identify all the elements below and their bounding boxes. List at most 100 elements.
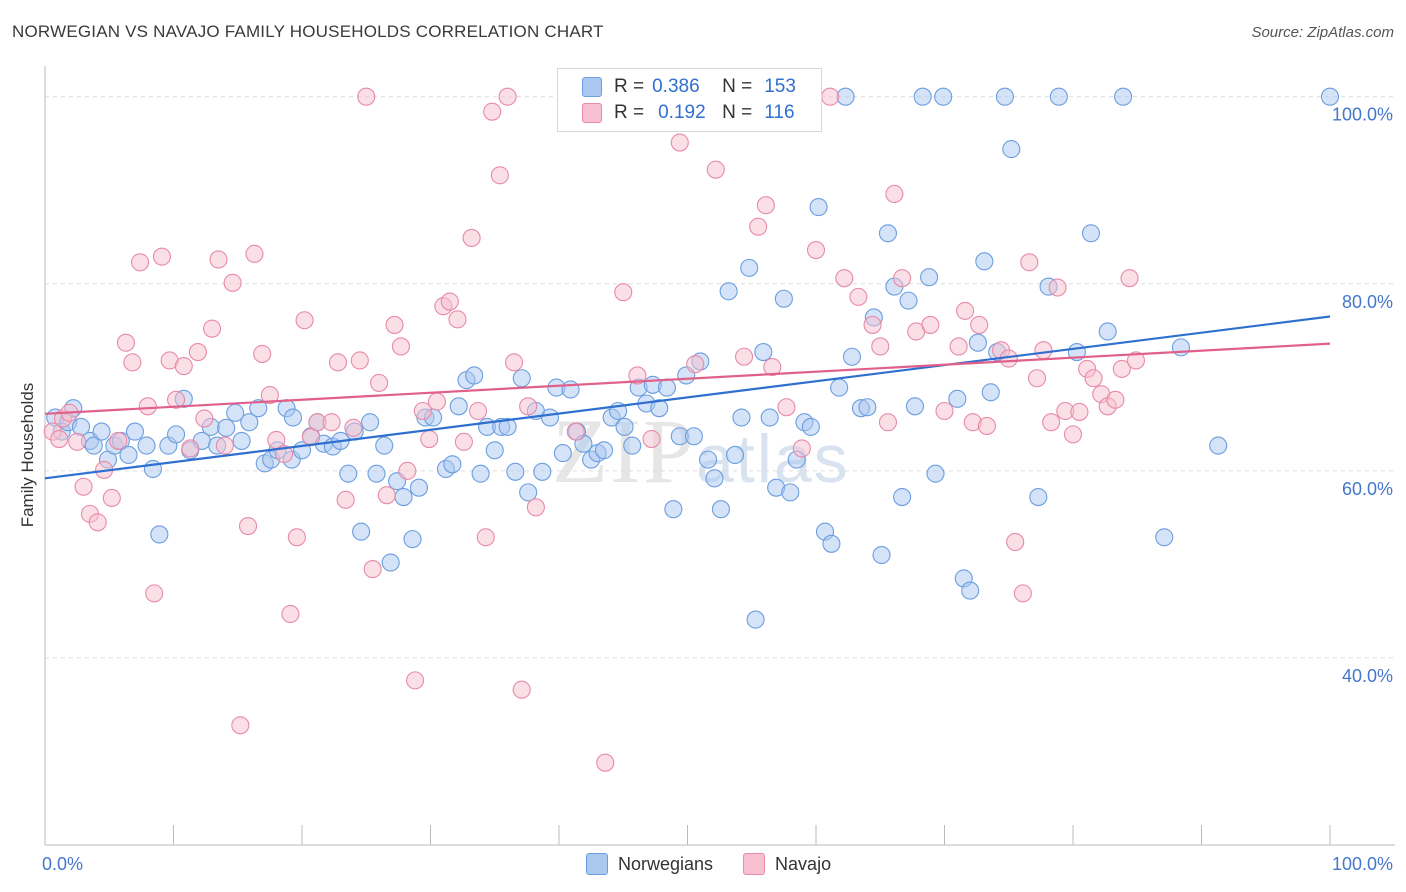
x-tick-label: 100.0%	[1332, 854, 1393, 874]
navajo-point	[287, 528, 306, 547]
norwegians-point	[367, 464, 386, 483]
correlation-legend: R = 0.386 N = 153 R = 0.192 N = 116	[557, 68, 822, 132]
norwegians-point	[232, 431, 251, 450]
series-label-navajo: Navajo	[775, 853, 832, 874]
norwegians-point	[623, 436, 642, 455]
norwegians-point	[774, 289, 793, 308]
norwegians-point	[657, 378, 676, 397]
norwegians-point	[801, 417, 820, 436]
navajo-point	[1042, 413, 1061, 432]
norwegians-point	[934, 87, 953, 106]
navajo-point	[756, 196, 775, 215]
x-tick-label: 0.0%	[42, 854, 83, 874]
norwegians-point	[540, 408, 560, 427]
legend-r-value: 0.192	[658, 102, 706, 123]
norwegians-point	[981, 383, 1000, 402]
norwegians-point	[352, 522, 371, 541]
navajo-point	[1006, 532, 1025, 551]
norwegians-point	[381, 553, 400, 572]
legend-swatch-norwegians	[582, 77, 602, 97]
navajo-point	[209, 250, 228, 269]
norwegians-point	[1114, 87, 1133, 106]
norwegians-point	[498, 417, 517, 436]
norwegians-point	[92, 422, 111, 441]
series-legend: Norwegians Navajo	[586, 853, 861, 875]
norwegians-point	[920, 268, 939, 287]
navajo-point	[116, 333, 136, 352]
legend-swatch-navajo	[582, 103, 602, 123]
legend-row-navajo: R = 0.192 N = 116	[582, 101, 795, 125]
norwegians-point	[283, 408, 303, 427]
navajo-point	[921, 315, 940, 334]
navajo-point	[1084, 369, 1103, 388]
navajo-point	[476, 528, 495, 547]
norwegians-point	[339, 464, 358, 483]
series-label-norwegians: Norwegians	[618, 853, 714, 874]
navajo-point	[398, 461, 417, 480]
navajo-point	[203, 319, 222, 338]
norwegians-point	[913, 87, 932, 106]
navajo-point	[686, 355, 705, 374]
navajo-point	[468, 401, 488, 421]
y-tick-label: 60.0%	[1342, 479, 1393, 499]
norwegians-point	[1155, 528, 1174, 547]
navajo-point	[1112, 359, 1131, 378]
navajo-point	[498, 87, 517, 106]
navajo-point	[238, 516, 258, 536]
legend-r-value: 0.386	[652, 76, 700, 97]
norwegians-point	[1320, 87, 1340, 106]
norwegians-point	[893, 487, 912, 507]
series-legend-navajo: Navajo	[743, 853, 831, 875]
navajo-point	[628, 366, 647, 385]
series-legend-norwegians: Norwegians	[586, 853, 713, 875]
legend-r-label: R =	[614, 76, 645, 97]
norwegians-point	[760, 408, 779, 427]
norwegians-trend-line	[44, 315, 1331, 480]
navajo-point	[123, 353, 142, 372]
y-tick-label: 40.0%	[1342, 666, 1393, 686]
navajo-point	[195, 409, 214, 428]
norwegians-point	[664, 500, 683, 519]
norwegians-point	[754, 343, 773, 362]
norwegians-point	[725, 445, 745, 465]
norwegians-point	[830, 378, 849, 397]
norwegians-point	[594, 441, 614, 460]
navajo-point	[253, 344, 272, 363]
navajo-point	[363, 560, 382, 579]
norwegians-point	[711, 500, 730, 519]
norwegians-point	[684, 427, 703, 446]
norwegians-point	[1002, 140, 1021, 159]
navajo-trend-line	[44, 342, 1331, 415]
legend-n-value: 116	[764, 102, 795, 123]
axes	[44, 66, 1395, 846]
navajo-point	[614, 283, 633, 302]
navajo-point	[1013, 584, 1032, 603]
navajo-point	[526, 498, 545, 517]
norwegians-point	[836, 87, 855, 106]
navajo-point	[295, 311, 314, 330]
norwegians-point	[240, 413, 259, 432]
navajo-point	[935, 401, 954, 421]
chart-title: NORWEGIAN VS NAVAJO FAMILY HOUSEHOLDS CO…	[12, 22, 604, 41]
navajo-point	[448, 310, 467, 329]
y-tick-label: 100.0%	[1332, 105, 1393, 125]
navajo-point	[413, 401, 432, 421]
norwegians-point	[217, 418, 236, 437]
norwegians-point	[150, 525, 169, 544]
navajo-point	[462, 228, 481, 247]
navajo-point	[406, 671, 425, 690]
navajo-point	[878, 413, 898, 432]
navajo-point	[145, 584, 164, 603]
norwegians-point	[125, 422, 144, 441]
navajo-point	[893, 269, 912, 288]
legend-row-norwegians: R = 0.386 N = 153	[582, 75, 796, 99]
navajo-point	[706, 160, 725, 179]
navajo-point	[566, 422, 585, 441]
norwegians-point	[1049, 87, 1068, 106]
norwegians-point	[842, 347, 862, 366]
norwegians-point	[1171, 338, 1190, 357]
navajo-point	[512, 680, 531, 699]
navajo-point	[977, 416, 996, 436]
norwegians-point	[449, 397, 468, 416]
navajo-point	[231, 716, 250, 735]
